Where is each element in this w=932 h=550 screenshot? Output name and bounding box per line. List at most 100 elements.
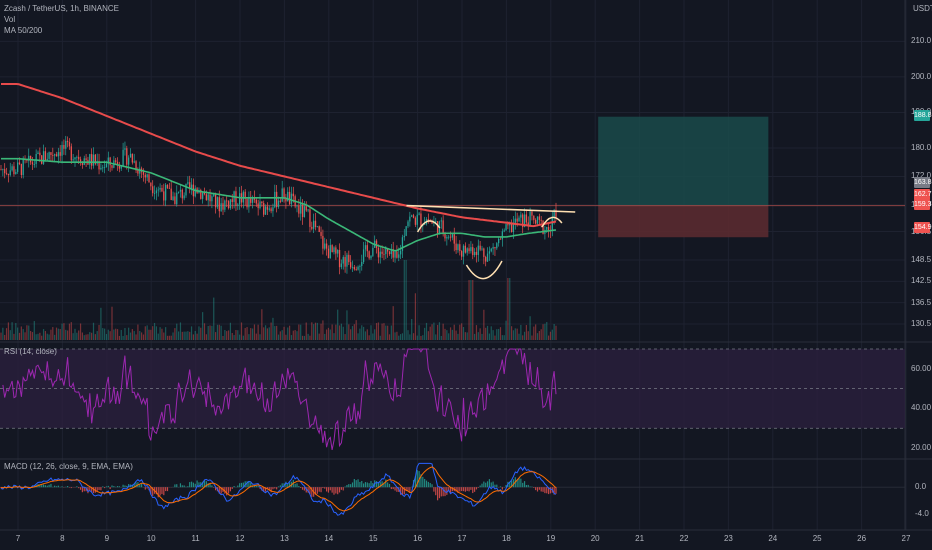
candle bbox=[292, 193, 294, 197]
macd-histogram-bar bbox=[41, 485, 43, 488]
volume-bar bbox=[68, 323, 71, 340]
volume-bar bbox=[216, 324, 219, 340]
volume-bar bbox=[41, 335, 43, 340]
volume-bar bbox=[509, 278, 511, 340]
candle bbox=[305, 206, 307, 211]
volume-bar bbox=[2, 327, 4, 340]
candle bbox=[331, 245, 333, 253]
volume-bar bbox=[327, 327, 330, 340]
macd-histogram-bar bbox=[553, 487, 555, 495]
macd-histogram-bar bbox=[337, 487, 339, 495]
candle bbox=[490, 248, 492, 252]
candle bbox=[107, 157, 109, 164]
volume-bar bbox=[305, 322, 307, 340]
volume-bar bbox=[18, 332, 21, 340]
candle bbox=[237, 204, 239, 206]
candle bbox=[135, 161, 137, 171]
candle bbox=[176, 192, 178, 205]
macd-histogram-bar bbox=[481, 483, 483, 488]
candle bbox=[401, 237, 404, 251]
macd-histogram-bar bbox=[440, 487, 442, 497]
candle bbox=[183, 195, 185, 199]
macd-histogram-bar bbox=[194, 483, 196, 488]
volume-bar bbox=[296, 331, 298, 340]
macd-histogram-bar bbox=[322, 487, 324, 489]
volume-bar bbox=[496, 329, 498, 340]
macd-histogram-bar bbox=[529, 486, 531, 488]
volume-bar bbox=[242, 335, 244, 340]
candle bbox=[440, 220, 442, 222]
volume-bar bbox=[314, 322, 317, 340]
macd-histogram-bar bbox=[176, 484, 178, 488]
macd-histogram-bar bbox=[483, 481, 485, 488]
candle bbox=[250, 197, 252, 203]
macd-histogram-bar bbox=[405, 487, 407, 492]
macd-histogram-bar bbox=[546, 487, 548, 494]
macd-histogram-bar bbox=[135, 482, 137, 488]
volume-bar bbox=[270, 322, 272, 340]
candle bbox=[296, 205, 298, 207]
candle bbox=[7, 174, 10, 176]
macd-histogram-bar bbox=[128, 484, 130, 488]
volume-bar bbox=[433, 322, 435, 340]
volume-bar bbox=[157, 333, 159, 340]
macd-histogram-bar bbox=[511, 480, 513, 488]
macd-histogram-bar bbox=[205, 481, 207, 488]
candle bbox=[301, 203, 304, 218]
candle bbox=[307, 209, 309, 211]
volume-bar bbox=[76, 332, 78, 340]
macd-histogram-bar bbox=[298, 486, 300, 488]
macd-histogram-bar bbox=[353, 479, 355, 488]
candle bbox=[403, 235, 405, 238]
volume-bar bbox=[464, 332, 466, 340]
volume-bar bbox=[388, 334, 391, 340]
macd-histogram-bar bbox=[527, 484, 529, 488]
volume-bar bbox=[65, 329, 67, 340]
volume-bar bbox=[546, 322, 548, 340]
candle bbox=[461, 251, 463, 257]
volume-bar bbox=[338, 325, 341, 340]
macd-histogram-bar bbox=[301, 487, 304, 490]
candle bbox=[50, 152, 52, 156]
macd-tick: -4.0 bbox=[915, 509, 929, 519]
candle bbox=[477, 245, 479, 255]
volume-bar bbox=[379, 335, 381, 340]
candle bbox=[105, 163, 108, 168]
macd-histogram-bar bbox=[496, 484, 498, 488]
time-tick: 13 bbox=[279, 534, 289, 543]
macd-histogram-bar bbox=[266, 487, 268, 490]
volume-bar bbox=[283, 326, 285, 340]
volume-bar bbox=[412, 333, 415, 340]
volume-bar bbox=[161, 328, 163, 340]
volume-bar bbox=[340, 323, 342, 340]
volume-bar bbox=[451, 329, 453, 340]
candle bbox=[70, 146, 72, 161]
volume-bar bbox=[392, 306, 394, 340]
candle bbox=[505, 224, 507, 231]
candle bbox=[226, 200, 228, 202]
volume-bar bbox=[416, 335, 418, 340]
macd-histogram-bar bbox=[113, 486, 115, 488]
volume-bar bbox=[372, 333, 374, 340]
macd-histogram-bar bbox=[363, 483, 365, 488]
macd-histogram-bar bbox=[326, 487, 328, 492]
macd-histogram-bar bbox=[237, 485, 239, 488]
macd-histogram-bar bbox=[311, 487, 313, 497]
macd-histogram-bar bbox=[189, 482, 191, 488]
candle bbox=[361, 262, 363, 267]
candle bbox=[499, 238, 502, 240]
macd-histogram-bar bbox=[102, 486, 104, 488]
volume-bar bbox=[290, 335, 293, 340]
macd-histogram-bar bbox=[257, 485, 259, 488]
volume-bar bbox=[224, 329, 226, 340]
macd-histogram-bar bbox=[307, 487, 309, 493]
macd-histogram-bar bbox=[89, 487, 91, 492]
volume-bar bbox=[196, 333, 198, 340]
symbol-label[interactable]: Zcash / TetherUS, 1h, BINANCE bbox=[4, 4, 120, 13]
macd-histogram-bar bbox=[198, 482, 200, 488]
candle bbox=[520, 214, 522, 218]
volume-bar bbox=[50, 329, 52, 340]
macd-histogram-bar bbox=[442, 487, 444, 497]
volume-bar bbox=[490, 326, 492, 340]
